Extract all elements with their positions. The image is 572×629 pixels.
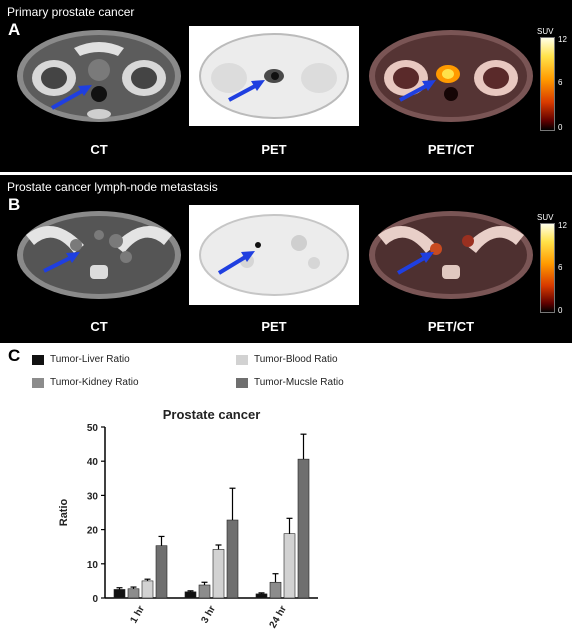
legend-label-muscle: Tumor-Mucsle Ratio (254, 377, 344, 388)
legend-swatch-kidney (32, 378, 44, 388)
legend-label-blood: Tumor-Blood Ratio (254, 354, 338, 365)
panel-a: Primary prostate cancer A (0, 0, 572, 172)
arrow-icon (43, 252, 80, 273)
bar (155, 545, 168, 599)
arrow-icon (51, 85, 92, 110)
colorbar-unit-b: SUV (537, 213, 554, 222)
x-tick-label: 1 hr (128, 604, 147, 625)
bar (255, 593, 268, 599)
y-tick-label: 10 (87, 560, 99, 571)
colorbar-b (540, 223, 555, 313)
bar (184, 591, 197, 599)
label-petct-b: PET/CT (427, 319, 475, 334)
legend-swatch-blood (236, 355, 248, 365)
y-tick-label: 50 (87, 423, 99, 434)
y-tick-label: 0 (92, 594, 98, 605)
petct-fusion-b (369, 211, 533, 299)
arrow-icon (217, 251, 255, 275)
colorbar-max-b: 12 (558, 221, 567, 230)
bar (226, 519, 239, 599)
panel-a-letter: A (8, 20, 21, 39)
legend-label-liver: Tumor-Liver Ratio (50, 354, 130, 365)
panel-a-caption: Primary prostate cancer (7, 5, 135, 19)
colorbar-unit-a: SUV (537, 27, 554, 36)
x-tick-label: 3 hr (199, 604, 218, 625)
colorbar-mid-b: 6 (558, 263, 563, 272)
panel-b-caption: Prostate cancer lymph-node metastasis (7, 180, 218, 194)
bar (113, 589, 126, 599)
label-pet-a: PET (261, 142, 287, 157)
legend-swatch-liver (32, 355, 44, 365)
y-axis-label: Ratio (58, 498, 70, 526)
bar (283, 533, 296, 599)
bar (212, 549, 225, 599)
panel-b: Prostate cancer lymph-node metastasis B (0, 175, 572, 343)
bar (198, 584, 211, 599)
colorbar-max-a: 12 (558, 35, 567, 44)
bar (297, 458, 310, 599)
bar (127, 588, 140, 599)
label-ct-b: CT (90, 319, 108, 334)
arrow-icon (228, 80, 265, 102)
label-pet-b: PET (261, 319, 287, 334)
bar (141, 580, 154, 599)
y-tick-label: 20 (87, 526, 99, 537)
bar (269, 581, 282, 599)
y-tick-label: 40 (87, 457, 99, 468)
arrow-icon (399, 80, 436, 102)
label-ct-a: CT (90, 142, 108, 157)
chart-title: Prostate cancer (163, 407, 261, 422)
legend-label-kidney: Tumor-Kidney Ratio (50, 377, 139, 388)
ct-scan-pelvis-b (17, 211, 181, 299)
ct-scan-pelvis-a (17, 30, 181, 122)
pet-scan-b (189, 205, 359, 305)
arrow-icon (397, 252, 434, 275)
colorbar-min-a: 0 (558, 123, 563, 132)
panel-c-letter: C (8, 346, 21, 365)
bar-chart: Prostate cancer Ratio 0 10 20 30 40 50 1 hr 3 hr 2… (58, 407, 318, 629)
colorbar-mid-a: 6 (558, 78, 563, 87)
legend-swatch-muscle (236, 378, 248, 388)
label-petct-a: PET/CT (427, 142, 475, 157)
x-tick-label: 24 hr (268, 604, 290, 629)
petct-fusion-a (369, 30, 533, 122)
colorbar-a (540, 37, 555, 131)
y-tick-label: 30 (87, 491, 99, 502)
colorbar-min-b: 0 (558, 306, 563, 315)
panel-b-letter: B (8, 195, 21, 214)
